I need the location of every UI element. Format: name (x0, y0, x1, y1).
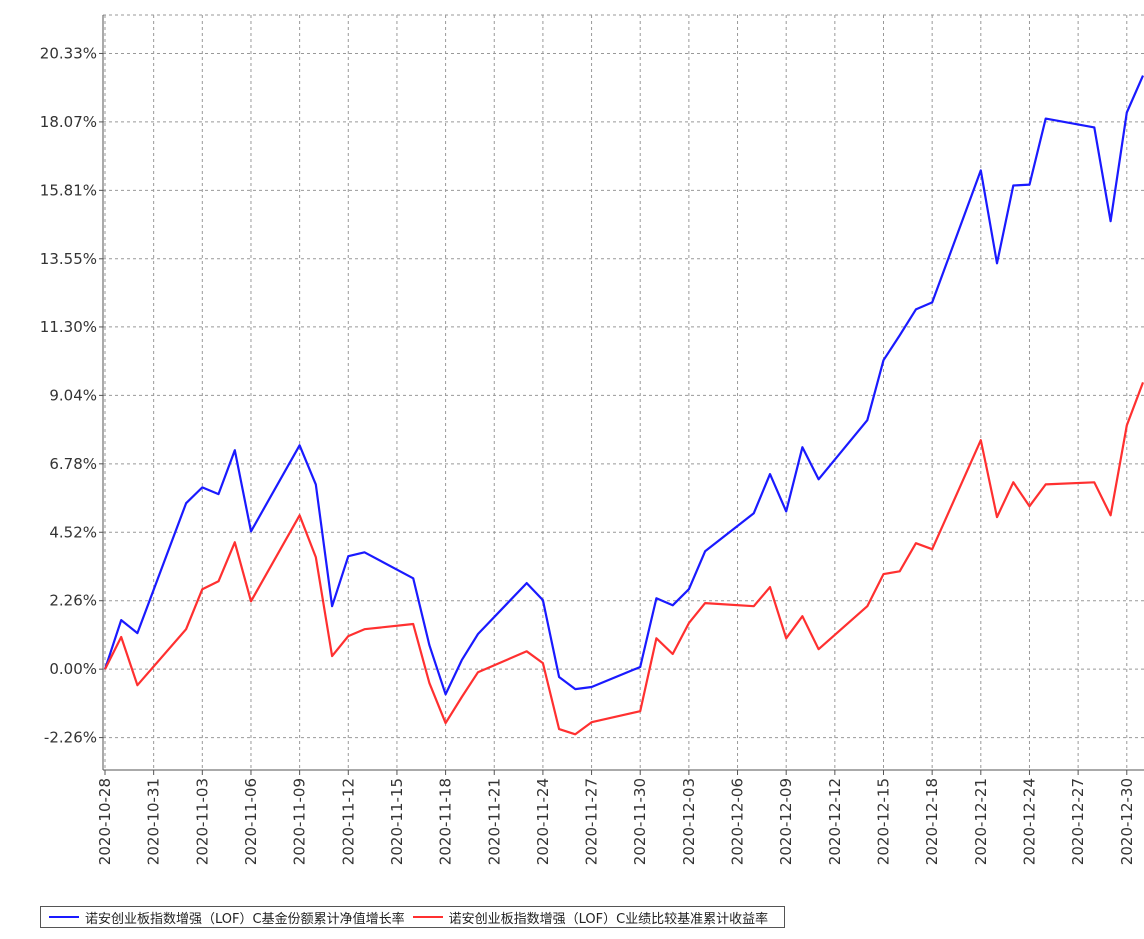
legend-label: 诺安创业板指数增强（LOF）C业绩比较基准累计收益率 (448, 911, 769, 927)
legend-swatch (49, 916, 79, 918)
y-tick-label: 2.26% (49, 592, 97, 610)
chart: -2.26% 0.00% 2.26% 4.52% 6.78% 9.04% 11.30% 13.… (40, 14, 1144, 865)
x-tick-label: 2020-11-12 (339, 778, 357, 865)
series-line (103, 75, 1144, 696)
series-line (104, 382, 1144, 736)
x-tick-label: 2020-12-06 (729, 778, 747, 865)
legend: 诺安创业板指数增强（LOF）C基金份额累计净值增长率 诺安创业板指数增强（LOF）… (40, 906, 786, 928)
x-tick-label: 2020-11-03 (193, 778, 211, 865)
x-tick-label: 2020-12-21 (972, 778, 990, 865)
y-tick-label: 20.33% (40, 44, 97, 62)
legend-item: 诺安创业板指数增强（LOF）C基金份额累计净值增长率 (49, 908, 405, 927)
x-tick-label: 2020-12-30 (1118, 778, 1136, 865)
x-tick-label: 2020-11-27 (583, 778, 601, 865)
y-tick-label: 11.30% (40, 318, 97, 336)
x-tick-label: 2020-11-15 (388, 778, 406, 865)
x-tick-label: 2020-11-09 (291, 778, 309, 865)
y-tick-label: 0.00% (49, 660, 97, 678)
x-tick-label: 2020-10-28 (96, 778, 114, 865)
x-tick-label: 2020-11-18 (437, 778, 455, 865)
legend-item: 诺安创业板指数增强（LOF）C业绩比较基准累计收益率 (412, 908, 769, 927)
y-tick-label: 4.52% (49, 523, 97, 541)
y-tick-label: 13.55% (40, 250, 97, 268)
x-tick-label: 2020-12-15 (875, 778, 893, 865)
y-tick-label: 9.04% (49, 386, 97, 404)
y-tick-label: 6.78% (49, 455, 97, 473)
y-tick-label: 18.07% (40, 113, 97, 131)
x-tick-label: 2020-12-03 (680, 778, 698, 865)
x-tick-label: 2020-10-31 (145, 778, 163, 865)
x-tick-label: 2020-12-12 (826, 778, 844, 865)
x-tick-label: 2020-11-21 (485, 778, 503, 865)
y-tick-label: 15.81% (40, 181, 97, 199)
x-tick-label: 2020-11-06 (242, 778, 260, 865)
y-tick-label: -2.26% (44, 729, 97, 747)
x-tick-label: 2020-12-09 (777, 778, 795, 865)
x-tick-label: 2020-12-27 (1069, 778, 1087, 865)
x-tick-label: 2020-12-18 (923, 778, 941, 865)
x-tick-label: 2020-11-24 (534, 778, 552, 865)
x-tick-label: 2020-12-24 (1020, 778, 1038, 865)
legend-label: 诺安创业板指数增强（LOF）C基金份额累计净值增长率 (85, 911, 405, 927)
legend-swatch (412, 916, 443, 918)
x-tick-label: 2020-11-30 (631, 778, 649, 865)
